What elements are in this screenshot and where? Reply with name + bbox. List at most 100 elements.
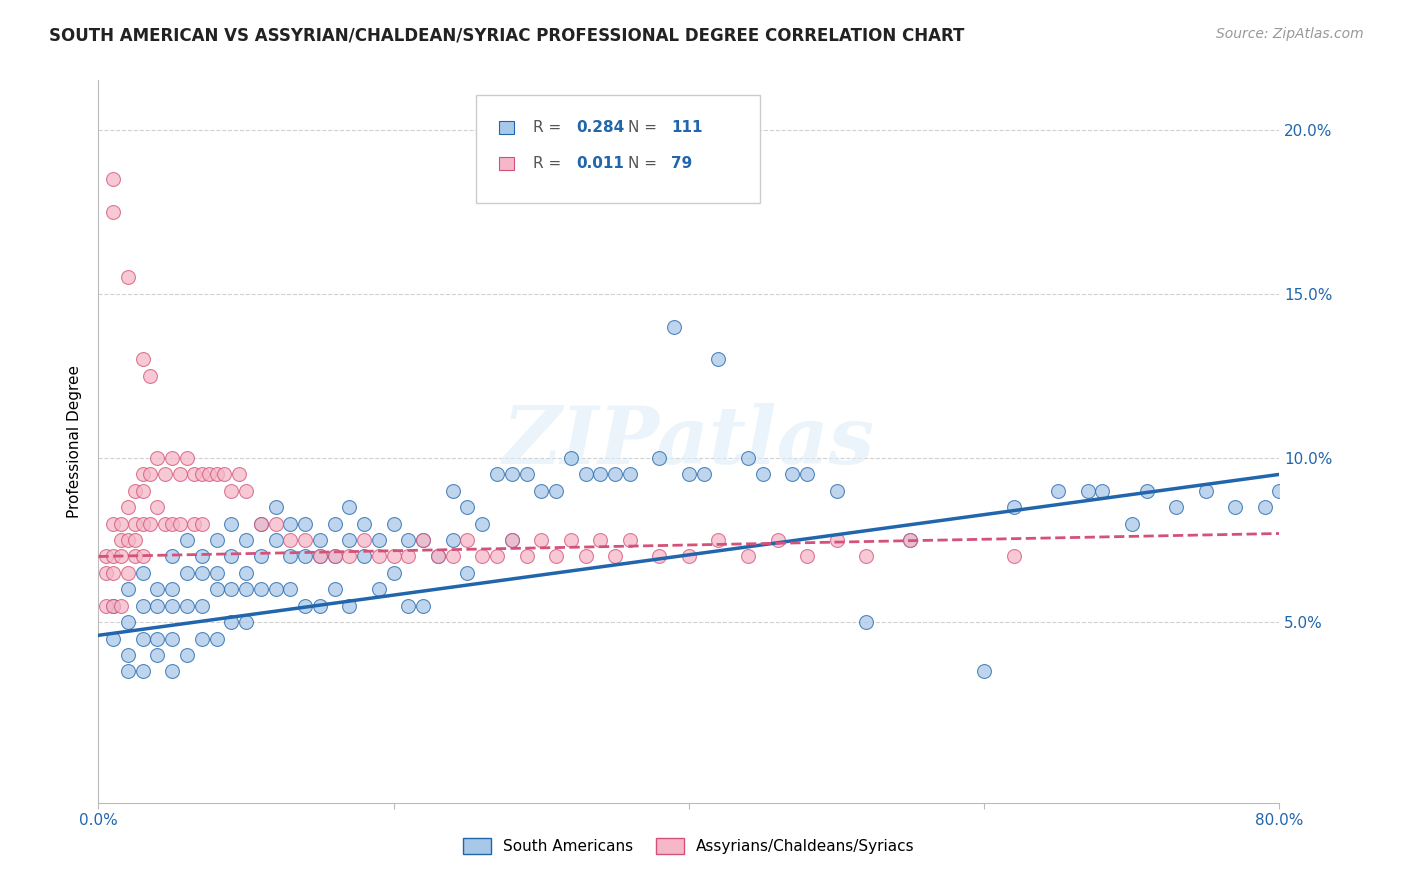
- Point: [589, 467, 612, 482]
- Point: [132, 632, 155, 646]
- Point: [146, 500, 169, 515]
- Point: [110, 533, 132, 547]
- Point: [205, 566, 228, 580]
- Point: [605, 467, 627, 482]
- Point: [169, 467, 191, 482]
- Point: [162, 599, 183, 613]
- Point: [825, 533, 848, 547]
- Point: [353, 549, 375, 564]
- Point: [132, 352, 155, 367]
- Point: [294, 533, 316, 547]
- Point: [191, 467, 214, 482]
- Point: [398, 599, 420, 613]
- Point: [264, 533, 287, 547]
- Point: [1002, 500, 1025, 515]
- Point: [117, 648, 139, 662]
- Point: [103, 566, 125, 580]
- Point: [412, 533, 434, 547]
- Point: [973, 665, 995, 679]
- Point: [264, 500, 287, 515]
- Text: N =: N =: [627, 120, 661, 135]
- Point: [132, 665, 155, 679]
- Point: [221, 582, 243, 597]
- Point: [176, 648, 198, 662]
- Point: [546, 549, 568, 564]
- Point: [153, 516, 176, 531]
- Point: [457, 566, 479, 580]
- Point: [235, 615, 257, 630]
- Point: [782, 467, 804, 482]
- Point: [1166, 500, 1188, 515]
- Point: [575, 549, 598, 564]
- Point: [368, 533, 391, 547]
- Point: [221, 615, 243, 630]
- Point: [169, 516, 191, 531]
- Point: [471, 516, 494, 531]
- Point: [235, 483, 257, 498]
- Point: [110, 599, 132, 613]
- Point: [191, 566, 214, 580]
- Point: [900, 533, 922, 547]
- Point: [441, 549, 464, 564]
- Point: [441, 533, 464, 547]
- Point: [619, 533, 641, 547]
- Point: [103, 599, 125, 613]
- Point: [162, 549, 183, 564]
- Point: [575, 467, 598, 482]
- Point: [132, 516, 155, 531]
- Point: [855, 615, 877, 630]
- Point: [146, 582, 169, 597]
- Point: [146, 450, 169, 465]
- Point: [309, 599, 332, 613]
- Point: [205, 582, 228, 597]
- Point: [560, 450, 582, 465]
- Point: [309, 533, 332, 547]
- Point: [212, 467, 235, 482]
- Text: N =: N =: [627, 156, 661, 171]
- Point: [205, 533, 228, 547]
- Point: [752, 467, 775, 482]
- Point: [353, 533, 375, 547]
- Text: SOUTH AMERICAN VS ASSYRIAN/CHALDEAN/SYRIAC PROFESSIONAL DEGREE CORRELATION CHART: SOUTH AMERICAN VS ASSYRIAN/CHALDEAN/SYRI…: [49, 27, 965, 45]
- Point: [471, 549, 494, 564]
- Point: [124, 483, 146, 498]
- Point: [117, 582, 139, 597]
- Point: [117, 533, 139, 547]
- Point: [339, 549, 361, 564]
- Point: [198, 467, 221, 482]
- Point: [707, 352, 730, 367]
- Point: [235, 582, 257, 597]
- Point: [294, 599, 316, 613]
- Text: 0.284: 0.284: [576, 120, 626, 135]
- Point: [678, 549, 700, 564]
- Point: [139, 516, 162, 531]
- Point: [221, 483, 243, 498]
- Point: [117, 615, 139, 630]
- Point: [235, 533, 257, 547]
- Point: [1046, 483, 1070, 498]
- Point: [457, 500, 479, 515]
- Point: [516, 549, 538, 564]
- Point: [280, 516, 302, 531]
- Point: [294, 516, 316, 531]
- Point: [103, 516, 125, 531]
- Point: [250, 582, 273, 597]
- Point: [530, 533, 553, 547]
- Point: [280, 582, 302, 597]
- Point: [796, 467, 818, 482]
- Point: [1002, 549, 1025, 564]
- Point: [191, 516, 214, 531]
- Point: [132, 483, 155, 498]
- Point: [139, 467, 162, 482]
- Point: [707, 533, 730, 547]
- Point: [309, 549, 332, 564]
- Point: [176, 599, 198, 613]
- Point: [323, 582, 346, 597]
- Point: [191, 599, 214, 613]
- Point: [486, 467, 509, 482]
- Point: [110, 516, 132, 531]
- Point: [264, 516, 287, 531]
- Point: [183, 467, 205, 482]
- Point: [132, 467, 155, 482]
- Point: [693, 467, 716, 482]
